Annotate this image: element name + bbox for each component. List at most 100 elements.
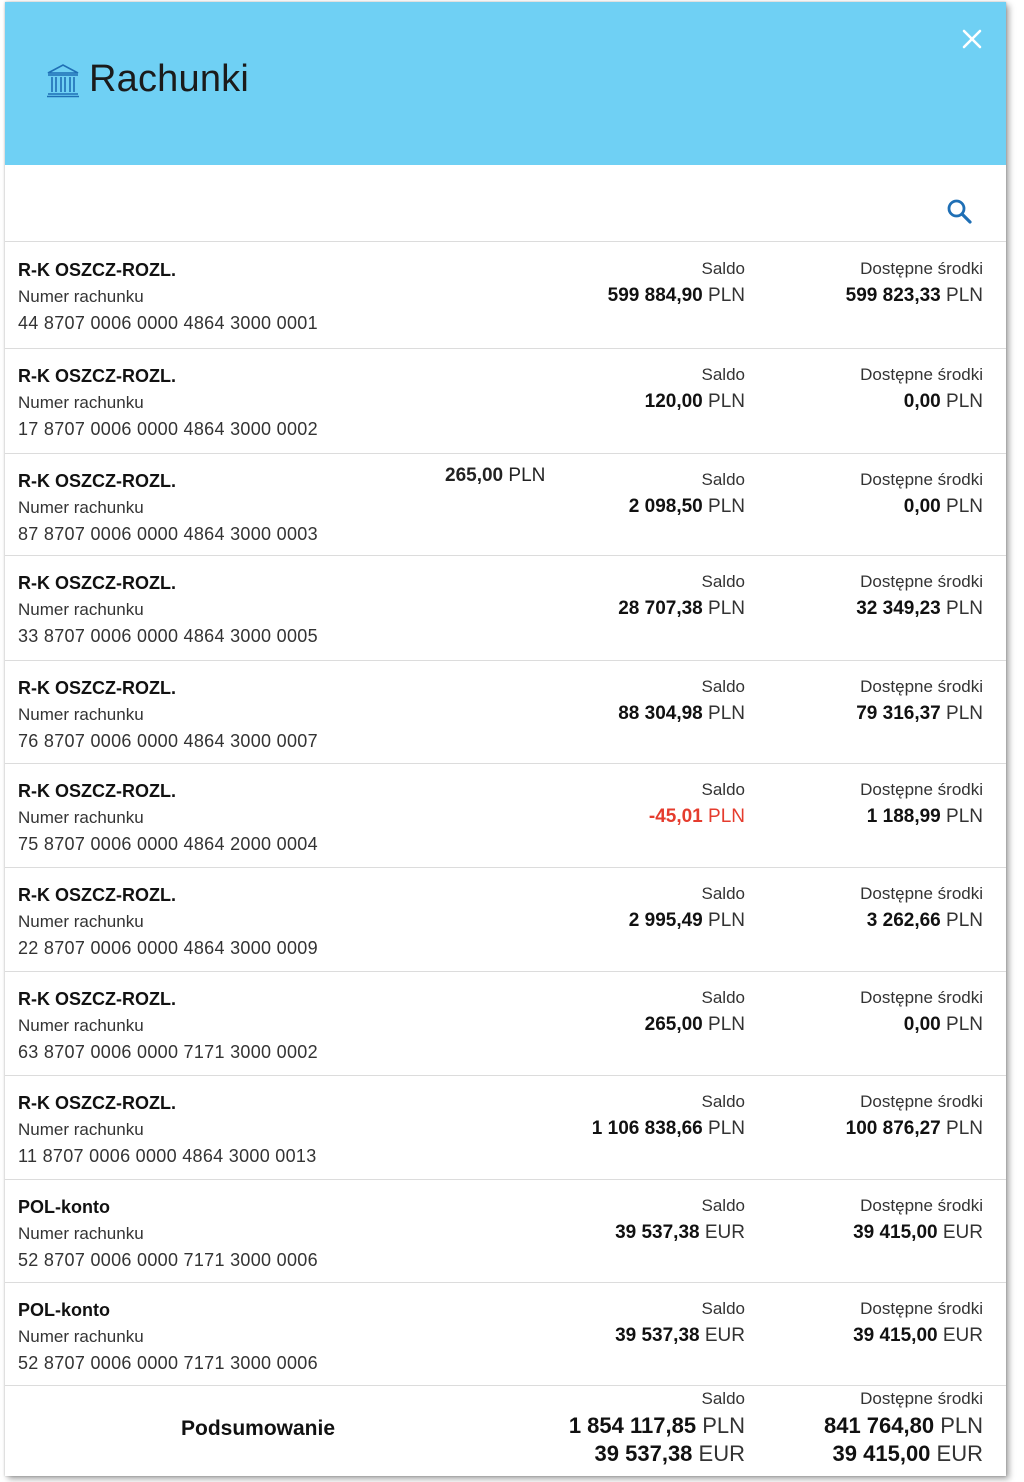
available-amount: 599 823,33 PLN xyxy=(845,285,983,306)
summary: Podsumowanie Saldo Dostępne środki 1 854… xyxy=(5,1385,1006,1476)
page-title: Rachunki xyxy=(89,58,250,100)
account-row[interactable]: R-K OSZCZ-ROZL. Numer rachunku 76 8707 000… xyxy=(5,660,1006,764)
available-amount: 1 188,99 PLN xyxy=(866,806,983,827)
summary-title: Podsumowanie xyxy=(181,1417,336,1440)
account-row[interactable]: POL-konto Numer rachunku 52 8707 0006 0000… xyxy=(5,1282,1006,1386)
available-amount: 0,00 PLN xyxy=(903,391,983,412)
summary-balance-eur: 39 537,38 EUR xyxy=(594,1441,745,1466)
account-row[interactable]: R-K OSZCZ-ROZL. Numer rachunku 22 8707 000… xyxy=(5,867,1006,972)
summary-available-label: Dostępne środki xyxy=(860,1389,983,1408)
account-number-label: Numer rachunku xyxy=(18,1016,144,1035)
available-label: Dostępne środki xyxy=(860,259,983,278)
summary-available-pln: 841 764,80 PLN xyxy=(823,1413,983,1438)
balance-amount: -45,01 PLN xyxy=(648,806,745,827)
account-name: R-K OSZCZ-ROZL. xyxy=(18,885,176,905)
available-label: Dostępne środki xyxy=(860,572,983,591)
account-row[interactable]: POL-konto Numer rachunku 52 8707 0006 0000… xyxy=(5,1179,1006,1283)
balance-amount: 2 995,49 PLN xyxy=(628,910,745,931)
account-number-label: Numer rachunku xyxy=(18,287,144,306)
balance-amount: 1 106 838,66 PLN xyxy=(591,1118,745,1139)
account-name: R-K OSZCZ-ROZL. xyxy=(18,471,176,491)
balance-label: Saldo xyxy=(701,1196,745,1215)
available-amount: 39 415,00 EUR xyxy=(853,1222,983,1243)
balance-label: Saldo xyxy=(701,780,745,799)
balance-amount: 120,00 PLN xyxy=(644,391,745,412)
account-number: 44 8707 0006 0000 4864 3000 0001 xyxy=(18,313,318,333)
available-amount: 0,00 PLN xyxy=(903,496,983,517)
available-label: Dostępne środki xyxy=(860,1196,983,1215)
available-label: Dostępne środki xyxy=(860,1092,983,1111)
available-amount: 100 876,27 PLN xyxy=(845,1118,983,1139)
balance-label: Saldo xyxy=(701,259,745,278)
available-amount: 39 415,00 EUR xyxy=(853,1325,983,1346)
balance-label: Saldo xyxy=(701,572,745,591)
account-row[interactable]: R-K OSZCZ-ROZL. Numer rachunku 75 8707 000… xyxy=(5,763,1006,868)
available-amount: 3 262,66 PLN xyxy=(866,910,983,931)
available-label: Dostępne środki xyxy=(860,470,983,489)
available-amount: 0,00 PLN xyxy=(903,1014,983,1035)
summary-balance-label: Saldo xyxy=(701,1389,745,1408)
available-label: Dostępne środki xyxy=(860,780,983,799)
available-amount: 32 349,23 PLN xyxy=(856,598,983,619)
account-name: R-K OSZCZ-ROZL. xyxy=(18,366,176,386)
account-name: POL-konto xyxy=(18,1300,110,1320)
account-number: 22 8707 0006 0000 4864 3000 0009 xyxy=(18,938,318,958)
account-number: 52 8707 0006 0000 7171 3000 0006 xyxy=(18,1250,318,1270)
balance-amount: 39 537,38 EUR xyxy=(615,1222,745,1243)
search-icon[interactable] xyxy=(945,197,973,225)
account-number-label: Numer rachunku xyxy=(18,600,144,619)
balance-label: Saldo xyxy=(701,470,745,489)
account-row[interactable]: R-K OSZCZ-ROZL. Numer rachunku 17 8707 000… xyxy=(5,348,1006,454)
balance-amount: 88 304,98 PLN xyxy=(618,703,745,724)
summary-available-eur: 39 415,00 EUR xyxy=(832,1441,983,1466)
account-number-label: Numer rachunku xyxy=(18,1120,144,1139)
close-icon[interactable] xyxy=(957,24,987,54)
balance-label: Saldo xyxy=(701,1299,745,1318)
balance-label: Saldo xyxy=(701,677,745,696)
account-number: 87 8707 0006 0000 4864 3000 0003 xyxy=(18,524,318,544)
account-number-label: Numer rachunku xyxy=(18,912,144,931)
bank-icon xyxy=(47,64,79,98)
account-name: R-K OSZCZ-ROZL. xyxy=(18,678,176,698)
account-name: R-K OSZCZ-ROZL. xyxy=(18,781,176,801)
available-label: Dostępne środki xyxy=(860,884,983,903)
account-name: R-K OSZCZ-ROZL. xyxy=(18,989,176,1009)
balance-label: Saldo xyxy=(701,365,745,384)
account-number: 63 8707 0006 0000 7171 3000 0002 xyxy=(18,1042,318,1062)
account-row[interactable]: R-K OSZCZ-ROZL. Numer rachunku 11 8707 000… xyxy=(5,1075,1006,1180)
account-number: 11 8707 0006 0000 4864 3000 0013 xyxy=(18,1146,317,1166)
summary-balance-pln: 1 854 117,85 PLN xyxy=(568,1413,745,1438)
balance-label: Saldo xyxy=(701,884,745,903)
account-name: R-K OSZCZ-ROZL. xyxy=(18,260,176,280)
account-row[interactable]: R-K OSZCZ-ROZL. Numer rachunku 44 8707 000… xyxy=(5,242,1006,349)
balance-amount: 39 537,38 EUR xyxy=(615,1325,745,1346)
account-row[interactable]: R-K OSZCZ-ROZL. Numer rachunku 33 8707 000… xyxy=(5,555,1006,661)
account-number-label: Numer rachunku xyxy=(18,1327,144,1346)
account-number-label: Numer rachunku xyxy=(18,498,144,517)
account-number: 17 8707 0006 0000 4864 3000 0002 xyxy=(18,419,318,439)
account-number: 76 8707 0006 0000 4864 3000 0007 xyxy=(18,731,318,751)
extra-amount: 265,00 PLN xyxy=(445,465,546,486)
account-row[interactable]: R-K OSZCZ-ROZL. Numer rachunku 87 8707 000… xyxy=(5,453,1006,556)
available-label: Dostępne środki xyxy=(860,1299,983,1318)
accounts-panel: Rachunki R-K OSZCZ-ROZL. Numer rachunku 44… xyxy=(5,2,1006,1476)
toolbar xyxy=(5,165,1006,242)
account-name: POL-konto xyxy=(18,1197,110,1217)
account-number-label: Numer rachunku xyxy=(18,705,144,724)
available-label: Dostępne środki xyxy=(860,365,983,384)
panel-header: Rachunki xyxy=(5,2,1006,165)
account-number: 52 8707 0006 0000 7171 3000 0006 xyxy=(18,1353,318,1373)
available-label: Dostępne środki xyxy=(860,677,983,696)
available-amount: 79 316,37 PLN xyxy=(856,703,983,724)
account-number: 75 8707 0006 0000 4864 2000 0004 xyxy=(18,834,318,854)
balance-amount: 2 098,50 PLN xyxy=(628,496,745,517)
account-name: R-K OSZCZ-ROZL. xyxy=(18,1093,176,1113)
account-number-label: Numer rachunku xyxy=(18,1224,144,1243)
available-label: Dostępne środki xyxy=(860,988,983,1007)
balance-amount: 28 707,38 PLN xyxy=(618,598,745,619)
balance-amount: 265,00 PLN xyxy=(644,1014,745,1035)
account-number-label: Numer rachunku xyxy=(18,393,144,412)
account-row[interactable]: R-K OSZCZ-ROZL. Numer rachunku 63 8707 000… xyxy=(5,971,1006,1076)
balance-label: Saldo xyxy=(701,988,745,1007)
balance-amount: 599 884,90 PLN xyxy=(607,285,745,306)
